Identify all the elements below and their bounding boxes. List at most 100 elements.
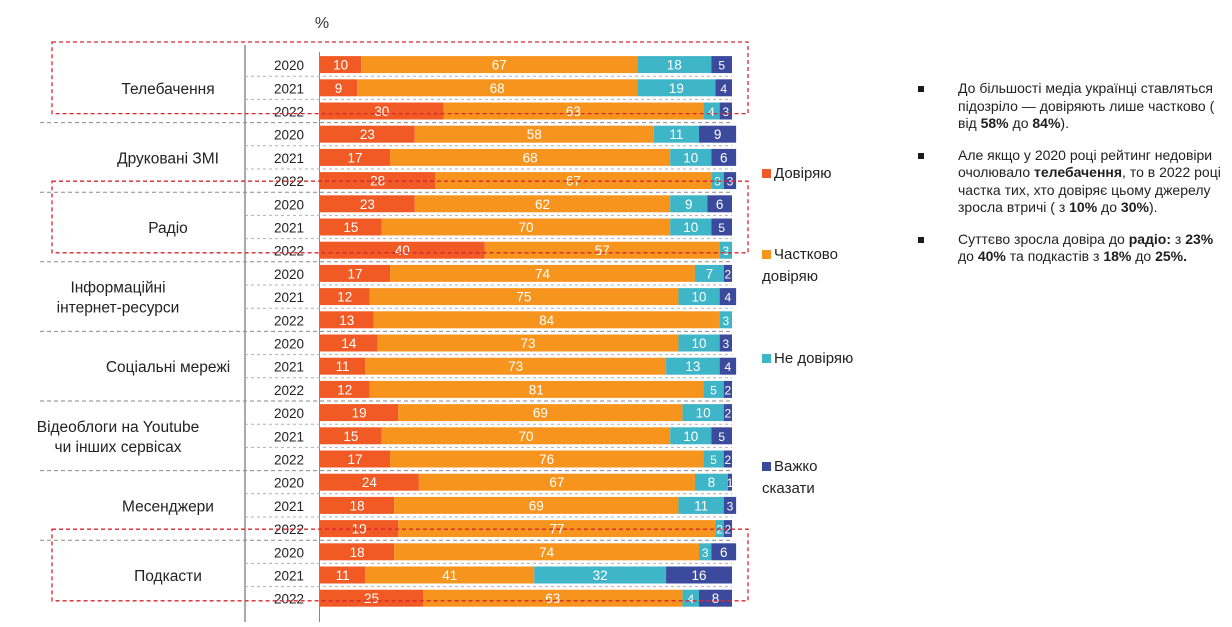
finding-highlight: телебачення [1034,164,1123,180]
finding-highlight: 10% [1069,199,1098,215]
category-label: Інформаційні [70,280,165,297]
finding-highlight: 40% [977,248,1006,264]
data-label: 6 [716,197,724,212]
bar-segment [373,311,720,329]
data-label: 10 [696,406,711,421]
data-label: 17 [348,452,363,467]
data-label: 3 [722,105,729,119]
bar-segment [414,125,654,143]
bar-segment [320,311,374,329]
data-label: 7 [706,266,714,281]
legend-swatch [762,168,771,178]
data-label: 73 [508,359,523,374]
data-label: 5 [718,59,725,73]
bar-segment [719,288,737,306]
data-label: 10 [683,429,698,444]
finding-fragment: ). [1060,115,1069,131]
bar-segment [320,288,370,306]
year-label: 2020 [274,197,304,212]
bar-segment [320,543,395,561]
year-label: 2022 [274,313,304,328]
bar-segment [719,311,732,329]
legend-label: Довіряю [774,165,832,183]
data-label: 6 [720,545,728,560]
year-label: 2020 [274,545,304,560]
data-label: 16 [692,568,707,583]
finding-item: До більшості медіа українці ставляться п… [918,80,1223,133]
data-label: 84 [539,313,555,328]
bullet-icon [918,236,924,243]
category-label: Месенджери [122,498,214,515]
category-label: Друковані ЗМІ [117,150,219,167]
bar-segment [670,195,708,213]
bar-segment [390,264,695,282]
key-findings: До більшості медіа українці ставляться п… [918,80,1223,280]
bar-segment [715,79,732,97]
finding-highlight: 58% [980,115,1009,131]
bar-segment [320,566,366,584]
data-label: 76 [539,452,554,467]
data-label: 11 [336,359,350,374]
legend-label: Не довіряю [774,350,854,368]
data-label: 3 [722,314,729,328]
data-label: 75 [516,290,531,305]
data-label: 2 [725,383,732,397]
data-label: 3 [702,546,709,560]
bar-segment [320,56,362,74]
legend-item-partial-trust: Частково довіряю [762,244,872,288]
data-label: 32 [593,568,608,583]
legend-item-hard-to-say: Важко сказати [762,456,854,500]
data-label: 24 [362,475,378,490]
data-label: 3 [727,499,734,513]
bar-segment [369,288,679,306]
data-label: 8 [712,591,720,606]
data-label: 5 [718,221,725,235]
bar-segment [723,172,737,190]
legend-swatch [762,249,771,259]
bar-segment [423,589,683,607]
year-label: 2022 [274,592,304,607]
bar-segment [703,450,724,468]
bar-segment [682,589,700,607]
finding-fragment: та подкастів з [1005,248,1104,264]
finding-fragment: до [958,248,978,264]
bar-segment [703,380,724,398]
legend-swatch [762,461,771,471]
year-label: 2021 [274,221,304,236]
year-label: 2022 [274,244,304,259]
year-label: 2022 [274,453,304,468]
finding-highlight: 18% [1103,248,1132,264]
bar-segment [320,264,391,282]
bar-segment [365,566,535,584]
data-label: 8 [708,475,716,490]
finding-fragment: Але якщо у 2020 році рейтинг недовіри оч… [958,146,1213,181]
year-label: 2020 [274,406,304,421]
data-label: 4 [708,105,715,119]
data-label: 18 [667,58,682,73]
bar-segment [723,404,732,422]
bar-segment [723,450,732,468]
bar-segment [320,589,423,607]
finding-item: Суттєво зросла довіра до радіо: з 23% до… [918,231,1223,266]
bar-segment [320,218,382,236]
data-label: 1 [727,476,734,490]
data-label: 69 [529,498,544,513]
bar-segment [699,589,732,607]
year-label: 2021 [274,569,304,584]
data-label: 19 [352,522,367,537]
data-label: 2 [725,453,732,467]
bar-segment [357,79,638,97]
data-label: 4 [720,82,727,96]
bar-segment [727,473,732,491]
bar-segment [682,404,724,422]
finding-fragment: Суттєво зросла довіра до [958,230,1129,247]
data-label: 68 [490,81,505,96]
data-label: 19 [352,406,367,421]
data-label: 3 [727,175,734,189]
data-label: 68 [523,150,538,165]
bar-segment [414,195,671,213]
bar-segment [381,427,671,445]
bar-segment [637,79,716,97]
data-label: 11 [694,498,708,513]
data-label: 62 [535,197,550,212]
